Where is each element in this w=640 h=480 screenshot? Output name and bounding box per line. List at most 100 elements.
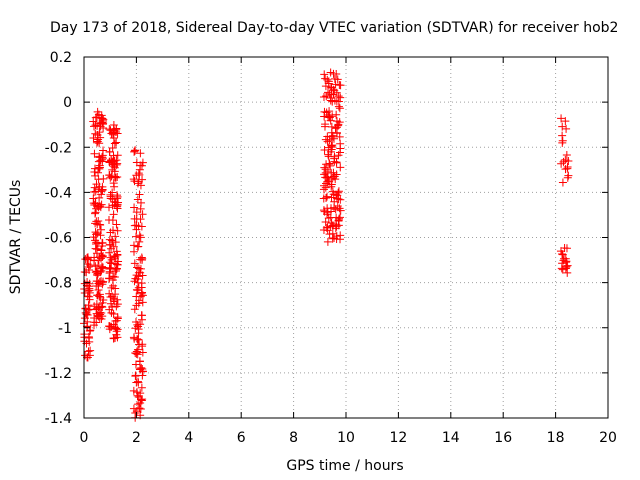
data-point <box>320 163 329 172</box>
data-point <box>336 206 345 215</box>
data-point <box>112 220 121 229</box>
y-tick-labels: 0.2 0 -0.2 -0.4 -0.6 -0.8 -1 -1.2 -1.4 <box>45 50 72 427</box>
data-point <box>329 168 338 177</box>
data-point <box>558 250 567 259</box>
data-point <box>331 175 340 184</box>
cluster-sat-f <box>557 114 573 187</box>
data-point <box>321 173 330 182</box>
data-point <box>130 203 139 212</box>
data-point <box>95 128 104 137</box>
data-point <box>89 233 98 242</box>
data-point <box>564 157 573 166</box>
data-point <box>113 333 122 342</box>
data-point <box>112 138 121 147</box>
x-tick-label: 18 <box>547 430 565 446</box>
data-point <box>98 278 107 287</box>
data-point <box>137 253 146 262</box>
data-point <box>323 75 332 84</box>
data-point <box>136 292 145 301</box>
data-point <box>132 378 141 387</box>
data-point <box>111 173 120 182</box>
data-point <box>136 264 145 273</box>
data-point <box>319 194 328 203</box>
data-point <box>558 131 567 140</box>
data-point <box>108 216 117 225</box>
y-tick-label: -0.4 <box>45 185 72 201</box>
data-point <box>109 309 118 318</box>
data-point <box>95 163 104 172</box>
data-point <box>107 156 116 165</box>
data-point <box>91 244 100 253</box>
data-point <box>558 178 567 187</box>
data-point <box>110 182 119 191</box>
data-point <box>84 305 93 314</box>
data-point <box>90 200 99 209</box>
data-point <box>335 214 344 223</box>
data-point <box>105 147 114 156</box>
data-point <box>326 116 335 125</box>
data-point <box>329 85 338 94</box>
data-point <box>133 263 142 272</box>
data-point <box>327 180 336 189</box>
data-point <box>328 112 337 121</box>
data-point <box>138 175 147 184</box>
data-point <box>105 203 114 212</box>
data-point <box>95 193 104 202</box>
data-points <box>80 68 573 422</box>
data-point <box>324 143 333 152</box>
data-point <box>85 337 94 346</box>
data-point <box>136 233 145 242</box>
data-point <box>112 316 121 325</box>
data-point <box>326 68 335 77</box>
data-point <box>91 268 100 277</box>
data-point <box>131 324 140 333</box>
data-point <box>331 80 340 89</box>
data-point <box>334 187 343 196</box>
data-point <box>90 164 99 173</box>
data-point <box>113 226 122 235</box>
data-point <box>95 292 104 301</box>
data-point <box>564 171 573 180</box>
data-point <box>96 254 105 263</box>
data-point <box>91 171 100 180</box>
data-point <box>134 400 143 409</box>
data-point <box>131 349 140 358</box>
data-point <box>136 268 145 277</box>
data-point <box>91 228 100 237</box>
x-axis-label: GPS time / hours <box>286 458 403 474</box>
data-point <box>98 114 107 123</box>
data-point <box>85 295 94 304</box>
data-point <box>113 173 122 182</box>
data-point <box>90 183 99 192</box>
data-point <box>92 249 101 258</box>
data-point <box>106 292 115 301</box>
data-point <box>334 97 343 106</box>
data-point <box>89 321 98 330</box>
y-axis-label: SDTVAR / TECUs <box>8 180 24 295</box>
x-tick-label: 4 <box>184 430 193 446</box>
data-point <box>138 367 147 376</box>
data-point <box>135 404 144 413</box>
data-point <box>98 264 107 273</box>
data-point <box>133 278 142 287</box>
data-point <box>136 149 145 158</box>
data-point <box>86 346 95 355</box>
data-point <box>335 132 344 141</box>
data-point <box>133 179 142 188</box>
data-point <box>113 151 122 160</box>
data-point <box>80 289 89 298</box>
data-point <box>336 195 345 204</box>
data-point <box>137 363 146 372</box>
x-tick-label: 12 <box>389 430 407 446</box>
data-point <box>138 210 147 219</box>
data-point <box>99 119 108 128</box>
data-point <box>109 242 118 251</box>
data-point <box>94 110 103 119</box>
data-point <box>137 198 146 207</box>
data-point <box>111 290 120 299</box>
data-point <box>562 263 571 272</box>
x-tick-label: 20 <box>599 430 617 446</box>
data-point <box>92 217 101 226</box>
data-point <box>110 272 119 281</box>
